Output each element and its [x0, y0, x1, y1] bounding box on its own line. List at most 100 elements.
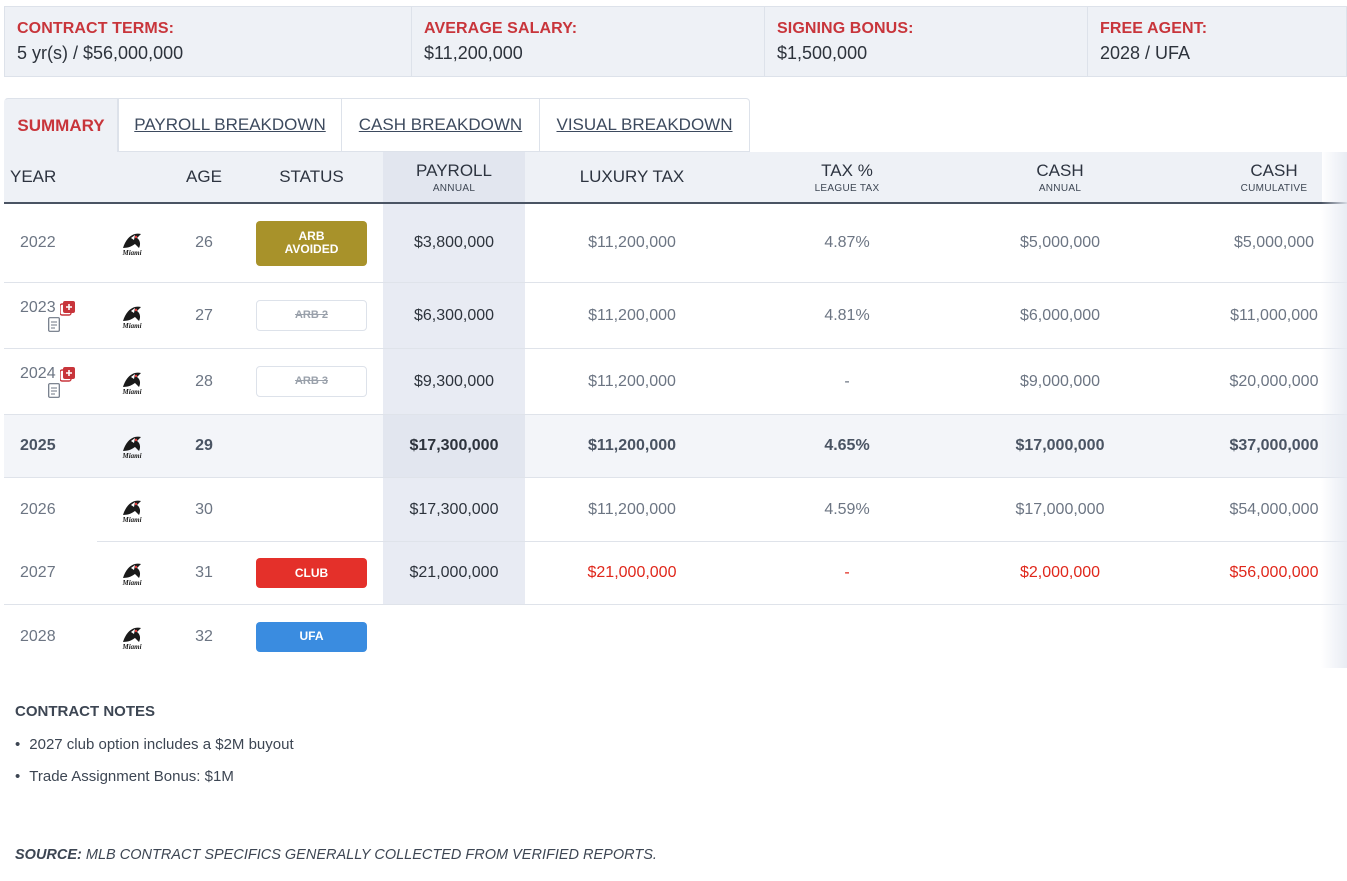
col-cash-label: CASH — [1036, 160, 1084, 180]
row-year: 2027 — [20, 564, 56, 581]
summary-label: AVERAGE SALARY: — [424, 20, 578, 37]
col-tax-pct[interactable]: TAX % LEAGUE TAX — [777, 152, 917, 202]
scroll-shadow — [1321, 152, 1347, 668]
table-row: 2026 Miami 30 $17,300,000 $11,200,000 4.… — [4, 478, 1347, 542]
row-year-cell: 2024 — [20, 349, 75, 414]
status-badge-arb-2[interactable]: ARB 2 — [256, 300, 367, 331]
table-row-current: 2025 Miami 29 $17,300,000 $11,200,000 4.… — [4, 415, 1347, 478]
row-status: ARB AVOIDED — [256, 204, 367, 282]
row-status: ARB 2 — [256, 283, 367, 348]
row-luxury-tax: $11,200,000 — [588, 500, 676, 518]
table-row: 2023 Miami 27 ARB 2 $6,300,000 $11,200,0… — [4, 283, 1347, 349]
status-badge-arb-3[interactable]: ARB 3 — [256, 366, 367, 397]
row-age: 29 — [195, 437, 213, 454]
source-note: SOURCE: MLB CONTRACT SPECIFICS GENERALLY… — [15, 847, 657, 863]
row-luxury-tax: $21,000,000 — [587, 564, 677, 581]
row-cash-cumulative: $20,000,000 — [1229, 372, 1319, 390]
svg-text:Miami: Miami — [121, 579, 141, 587]
table-row: 2022 Miami 26 ARB AVOIDED $3,800,000 $11… — [4, 204, 1347, 283]
row-tax-pct: 4.87% — [824, 234, 870, 251]
row-status: CLUB — [256, 542, 367, 604]
col-age[interactable]: AGE — [164, 152, 244, 202]
col-payroll-label: PAYROLL — [416, 160, 492, 180]
row-year: 2023 — [20, 299, 56, 316]
contract-summary-bar: CONTRACT TERMS: 5 yr(s) / $56,000,000 AV… — [4, 6, 1347, 77]
team-logo-icon: Miami — [117, 415, 147, 477]
team-logo-icon: Miami — [117, 283, 147, 348]
summary-signing-bonus: SIGNING BONUS: $1,500,000 — [765, 7, 1088, 76]
col-cash-cumulative[interactable]: CASH CUMULATIVE — [1204, 152, 1344, 202]
list-item: Trade Assignment Bonus: $1M — [15, 768, 294, 800]
tab-payroll-breakdown[interactable]: PAYROLL BREAKDOWN — [118, 98, 342, 152]
svg-text:Miami: Miami — [121, 388, 141, 396]
status-badge-arb-avoided[interactable]: ARB AVOIDED — [256, 220, 367, 266]
row-tax-pct: 4.59% — [824, 500, 870, 518]
row-luxury-tax: $11,200,000 — [588, 306, 676, 324]
col-status-label: STATUS — [279, 167, 344, 186]
summary-value: 2028 / UFA — [1100, 43, 1191, 63]
row-payroll: $21,000,000 — [409, 564, 499, 581]
row-age: 32 — [195, 627, 213, 645]
row-status: ARB 3 — [256, 349, 367, 414]
col-cash-cumulative-sub: CUMULATIVE — [1240, 182, 1308, 194]
row-payroll: $9,300,000 — [413, 372, 495, 390]
tab-visual-breakdown[interactable]: VISUAL BREAKDOWN — [540, 98, 750, 152]
team-logo-icon: Miami — [117, 605, 147, 668]
col-payroll[interactable]: PAYROLL ANNUAL — [383, 152, 525, 202]
row-luxury-tax: $11,200,000 — [588, 234, 676, 251]
row-year: 2025 — [20, 437, 56, 454]
contract-table: YEAR AGE STATUS PAYROLL ANNUAL LUXURY TA… — [4, 152, 1347, 668]
row-cash-cumulative: $5,000,000 — [1233, 234, 1315, 251]
col-luxury-tax-label: LUXURY TAX — [579, 167, 685, 186]
table-row-free-agent: 2028 Miami 32 UFA — [4, 605, 1347, 668]
source-text: MLB CONTRACT SPECIFICS GENERALLY COLLECT… — [85, 847, 657, 863]
svg-text:Miami: Miami — [121, 322, 141, 330]
table-header-background — [4, 152, 1322, 202]
col-payroll-sub: ANNUAL — [432, 182, 476, 194]
table-row: 2024 Miami 28 ARB 3 $9,300,000 $11,200,0… — [4, 349, 1347, 415]
tab-summary[interactable]: SUMMARY — [4, 98, 118, 152]
contract-notes-list: 2027 club option includes a $2M buyout T… — [15, 736, 294, 800]
summary-value: $11,200,000 — [424, 43, 523, 63]
status-badge-line: AVOIDED — [284, 242, 339, 256]
status-badge-ufa[interactable]: UFA — [256, 621, 367, 652]
row-payroll: $17,300,000 — [409, 500, 499, 518]
row-age: 27 — [195, 306, 213, 324]
option-plus-icon[interactable] — [59, 300, 75, 316]
row-cash-cumulative: $54,000,000 — [1229, 500, 1319, 518]
summary-value: 5 yr(s) / $56,000,000 — [17, 43, 184, 63]
row-age: 30 — [195, 500, 213, 518]
row-tax-pct: 4.65% — [824, 437, 870, 454]
row-tax-pct: - — [844, 372, 850, 390]
tab-cash-breakdown[interactable]: CASH BREAKDOWN — [342, 98, 540, 152]
row-payroll: $3,800,000 — [413, 234, 495, 251]
row-status: UFA — [256, 605, 367, 668]
svg-text:Miami: Miami — [121, 516, 141, 524]
col-year[interactable]: YEAR — [10, 152, 90, 202]
svg-text:Miami: Miami — [121, 452, 141, 460]
row-luxury-tax: $11,200,000 — [587, 437, 677, 454]
document-icon[interactable] — [48, 383, 60, 398]
status-badge-line: ARB — [298, 229, 325, 243]
svg-text:Miami: Miami — [121, 643, 141, 651]
row-cash-cumulative: $56,000,000 — [1229, 564, 1319, 581]
contract-tabs: SUMMARY PAYROLL BREAKDOWN CASH BREAKDOWN… — [4, 98, 750, 152]
payroll-column-highlight — [383, 152, 525, 605]
col-cash[interactable]: CASH ANNUAL — [990, 152, 1130, 202]
col-cash-sub: ANNUAL — [1038, 182, 1082, 194]
row-age: 26 — [195, 234, 213, 251]
summary-label: FREE AGENT: — [1100, 20, 1208, 37]
row-cash-cumulative: $37,000,000 — [1229, 437, 1319, 454]
row-tax-pct: 4.81% — [824, 306, 870, 324]
status-badge-club[interactable]: CLUB — [256, 558, 367, 588]
col-status[interactable]: STATUS — [256, 152, 367, 202]
col-age-label: AGE — [186, 167, 222, 186]
document-icon[interactable] — [48, 317, 60, 332]
col-cash-cumulative-label: CASH — [1250, 160, 1298, 180]
col-luxury-tax[interactable]: LUXURY TAX — [542, 152, 722, 202]
row-year: 2028 — [20, 627, 56, 645]
row-luxury-tax: $11,200,000 — [588, 372, 676, 390]
list-item: 2027 club option includes a $2M buyout — [15, 736, 293, 768]
row-payroll: $17,300,000 — [383, 415, 525, 477]
option-plus-icon[interactable] — [59, 366, 75, 382]
